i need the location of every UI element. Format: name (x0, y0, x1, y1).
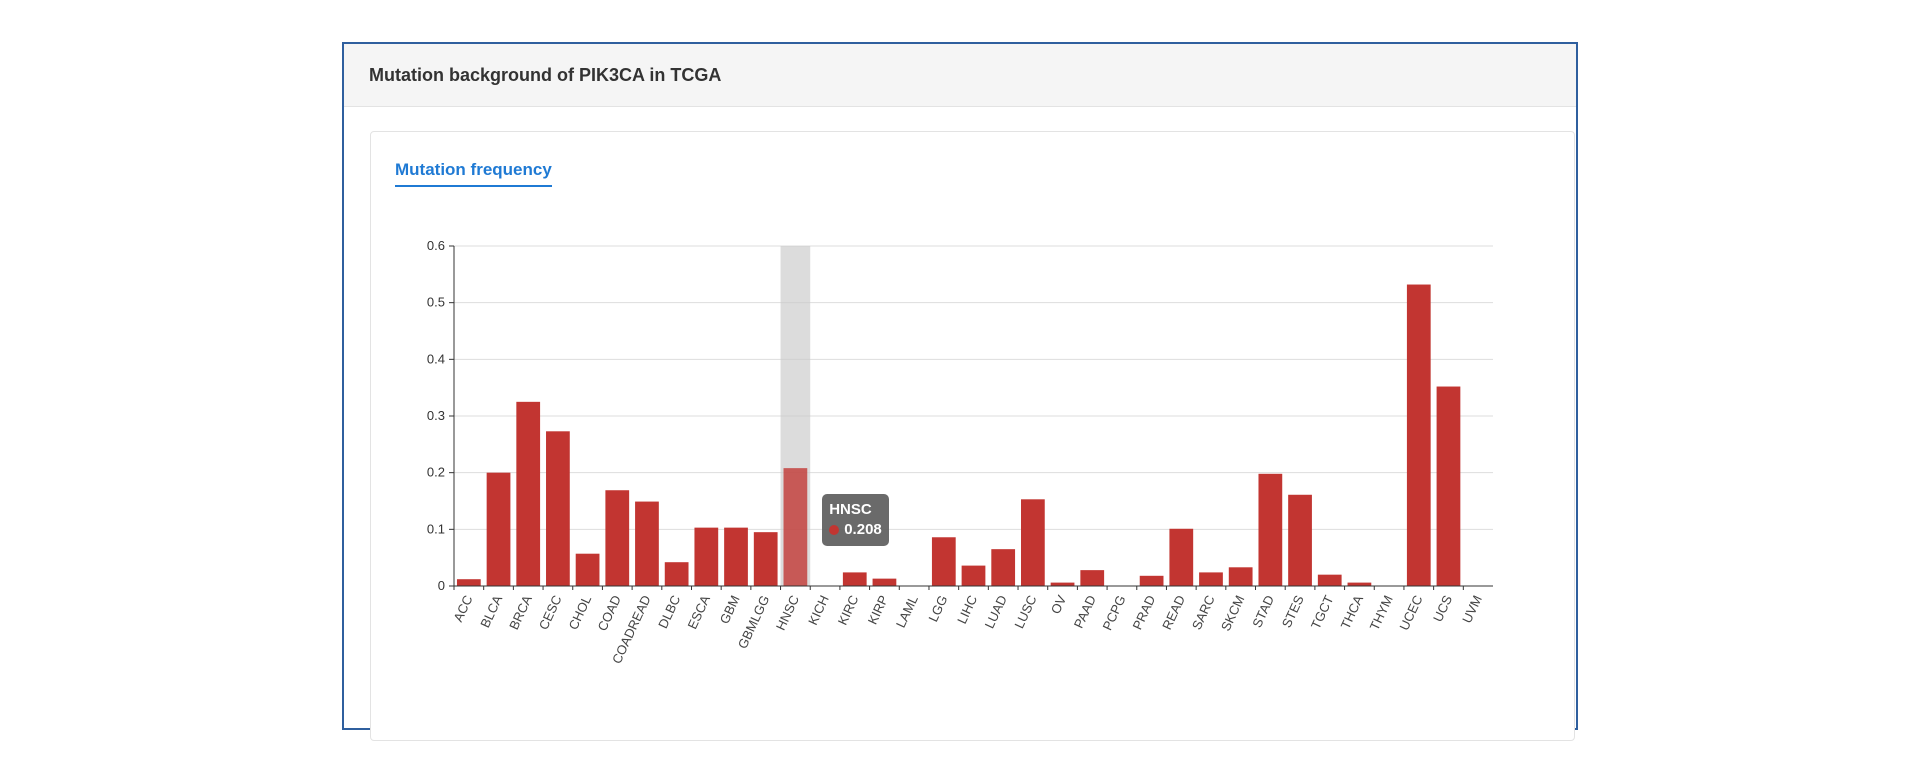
y-tick-label: 0.3 (427, 408, 445, 423)
bar-dlbc[interactable] (664, 562, 689, 586)
bar-paad[interactable] (1080, 570, 1105, 586)
panel-header: Mutation background of PIK3CA in TCGA (344, 44, 1576, 107)
tab-mutation-frequency[interactable]: Mutation frequency (395, 160, 552, 187)
x-tick-label: OV (1048, 593, 1070, 617)
tooltip-value: 0.208 (844, 521, 882, 539)
tooltip-category: HNSC (829, 501, 872, 519)
bar-prad[interactable] (1139, 575, 1164, 586)
bar-gbmlgg[interactable] (753, 532, 778, 586)
bar-ov[interactable] (1050, 582, 1075, 586)
y-tick-label: 0.6 (427, 238, 445, 253)
y-tick-label: 0.5 (427, 295, 445, 310)
bar-esca[interactable] (694, 527, 719, 586)
y-tick-label: 0 (438, 578, 445, 593)
bar-lgg[interactable] (931, 537, 956, 586)
chart-tooltip: HNSC 0.208 (822, 494, 889, 547)
y-tick-label: 0.4 (427, 351, 445, 366)
bar-hnsc[interactable] (783, 468, 808, 586)
bar-cesc[interactable] (546, 431, 570, 586)
bar-coad[interactable] (605, 490, 630, 586)
bar-sarc[interactable] (1199, 572, 1223, 586)
y-tick-label: 0.1 (427, 521, 445, 536)
bar-chol[interactable] (575, 553, 600, 586)
bar-luad[interactable] (991, 549, 1016, 586)
bar-kirp[interactable] (872, 578, 897, 586)
bar-acc[interactable] (456, 579, 481, 586)
series-dot-icon (829, 525, 840, 536)
bar-lihc[interactable] (961, 565, 986, 586)
bar-ucec[interactable] (1406, 284, 1431, 586)
bar-stad[interactable] (1258, 473, 1283, 586)
bar-blca[interactable] (486, 472, 511, 586)
bar-thca[interactable] (1347, 582, 1372, 586)
bar-skcm[interactable] (1228, 567, 1253, 586)
bar-kirc[interactable] (842, 572, 867, 586)
bar-lusc[interactable] (1020, 499, 1045, 586)
bar-tgct[interactable] (1317, 574, 1342, 586)
bar-brca[interactable] (516, 401, 541, 586)
bar-gbm[interactable] (724, 527, 748, 586)
chart-card: Mutation frequency (370, 131, 1575, 741)
bar-ucs[interactable] (1436, 386, 1461, 586)
bar-coadread[interactable] (635, 501, 659, 586)
mutation-panel: Mutation background of PIK3CA in TCGA Mu… (342, 42, 1578, 741)
panel-title: Mutation background of PIK3CA in TCGA (369, 64, 722, 85)
y-tick-label: 0.2 (427, 465, 445, 480)
bar-stes[interactable] (1288, 494, 1312, 586)
bar-read[interactable] (1169, 528, 1194, 586)
